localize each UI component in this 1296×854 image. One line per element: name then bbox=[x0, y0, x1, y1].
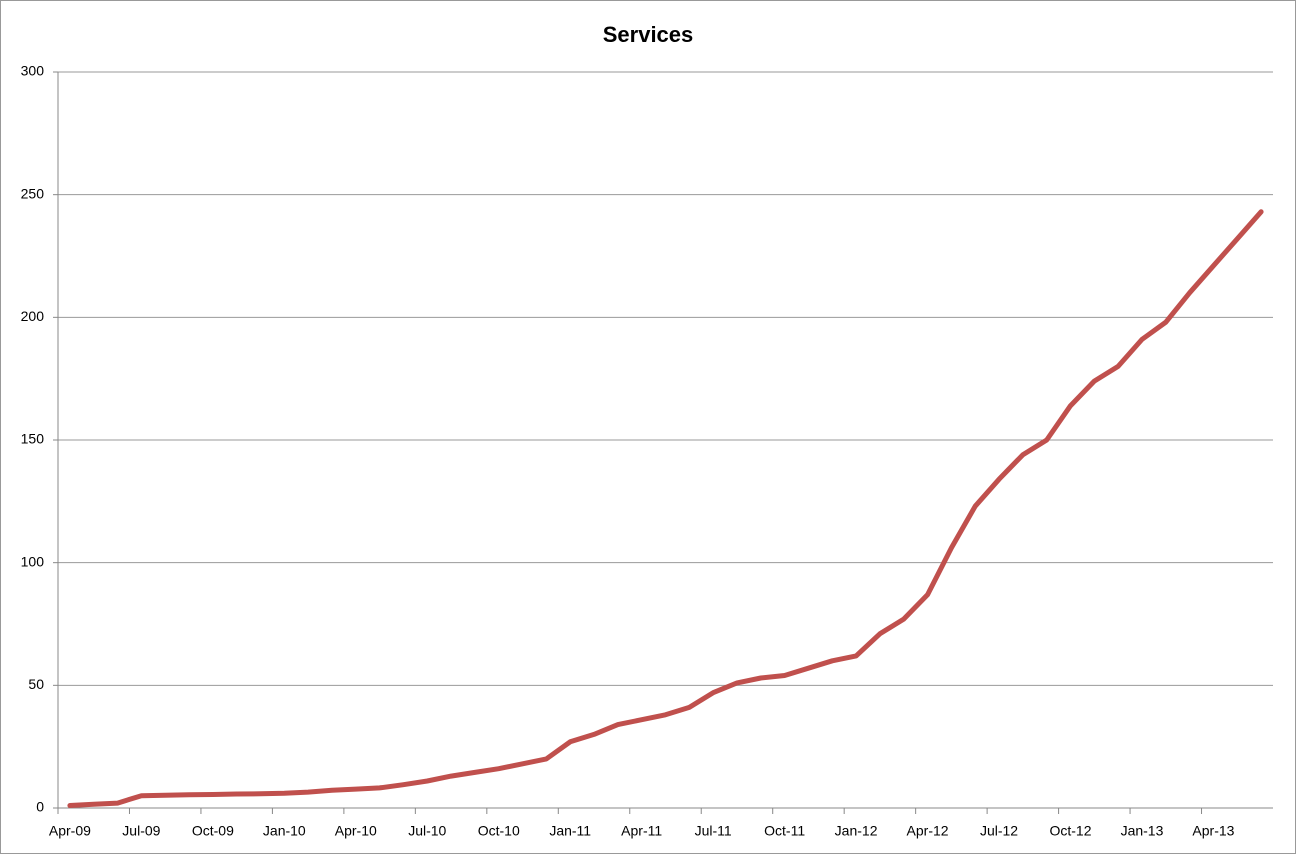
x-tick-label: Jan-12 bbox=[835, 823, 878, 839]
x-tick-label: Oct-09 bbox=[192, 823, 234, 839]
x-tick-label: Apr-10 bbox=[335, 823, 377, 839]
x-tick-label: Jul-09 bbox=[122, 823, 160, 839]
x-tick-label: Apr-11 bbox=[621, 823, 662, 839]
x-tick-label: Apr-09 bbox=[49, 823, 91, 839]
x-tick-label: Jul-11 bbox=[695, 823, 732, 839]
x-tick-label: Apr-12 bbox=[907, 823, 949, 839]
x-tick-label: Oct-11 bbox=[764, 823, 805, 839]
y-tick-label: 300 bbox=[21, 63, 45, 79]
y-tick-label: 100 bbox=[21, 553, 45, 569]
x-tick-label: Jan-11 bbox=[549, 823, 591, 839]
y-tick-label: 0 bbox=[36, 799, 44, 815]
data-line bbox=[67, 209, 1264, 808]
y-tick-label: 250 bbox=[21, 185, 45, 201]
chart-title: Services bbox=[603, 22, 694, 47]
y-tick-label: 200 bbox=[21, 308, 45, 324]
x-tick-label: Jan-10 bbox=[263, 823, 306, 839]
x-tick-label: Jul-10 bbox=[408, 823, 446, 839]
x-tick-label: Apr-13 bbox=[1192, 823, 1234, 839]
x-tick-label: Oct-12 bbox=[1049, 823, 1091, 839]
y-tick-label: 150 bbox=[21, 431, 45, 447]
y-tick-label: 50 bbox=[28, 676, 44, 692]
x-tick-label: Jan-13 bbox=[1121, 823, 1164, 839]
x-tick-label: Oct-10 bbox=[478, 823, 520, 839]
x-tick-label: Jul-12 bbox=[980, 823, 1018, 839]
